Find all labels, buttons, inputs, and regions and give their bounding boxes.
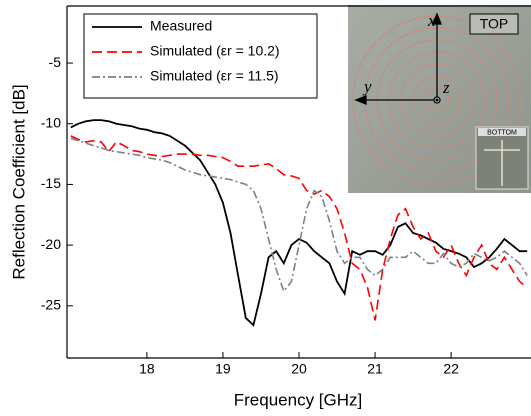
x-axis-symbol: x (427, 11, 436, 30)
x-tick-label: 20 (291, 361, 307, 377)
series-line (70, 119, 528, 327)
legend-label: Simulated (εr = 10.2) (150, 43, 280, 59)
x-tick-label: 19 (215, 361, 231, 377)
legend-box (83, 13, 318, 99)
x-tick-label: 21 (367, 361, 383, 377)
series-line (70, 137, 528, 293)
inset-photo: TOP BOTTOM x y z (348, 5, 531, 193)
legend: Measured Simulated (εr = 10.2) Simulated (… (83, 13, 318, 99)
x-tick-label: 22 (443, 361, 459, 377)
x-tick-label: 18 (139, 361, 155, 377)
y-tick-label: -20 (41, 236, 61, 252)
y-tick-label: -15 (41, 175, 61, 191)
top-box (469, 13, 519, 35)
y-axis-symbol: y (362, 77, 372, 96)
bottom-box (478, 128, 526, 136)
y-axis-label: Reflection Coefficient [dB] (9, 84, 28, 279)
y-tick-label: -10 (41, 114, 61, 130)
coordinate-axes (354, 12, 442, 105)
legend-label: Measured (150, 18, 212, 34)
legend-label: Simulated (εr = 11.5) (150, 68, 279, 84)
bottom-feed (484, 140, 520, 186)
y-tick-label: -25 (41, 297, 61, 313)
top-label: TOP (480, 16, 509, 32)
z-axis-symbol: z (442, 78, 450, 97)
plot-area (70, 119, 528, 327)
series-line (70, 135, 528, 321)
y-tick-label: -5 (49, 54, 62, 70)
x-axis-label: Frequency [GHz] (234, 390, 363, 409)
bottom-label: BOTTOM (487, 129, 517, 136)
